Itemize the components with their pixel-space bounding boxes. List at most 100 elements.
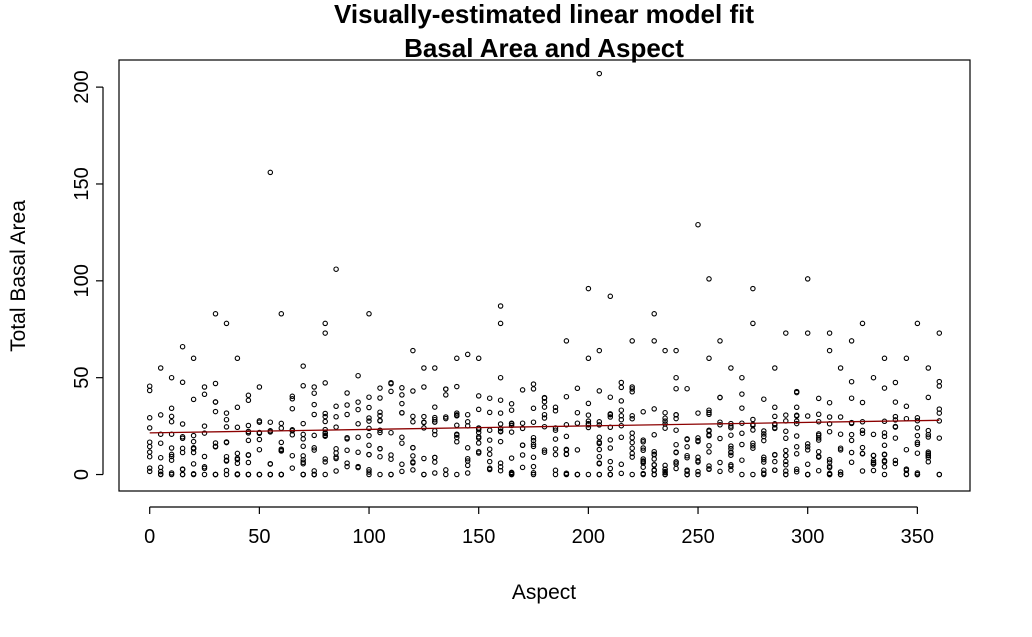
data-point [256, 471, 263, 478]
data-point [464, 462, 471, 469]
data-point [497, 421, 504, 427]
data-point [146, 383, 153, 389]
data-point [267, 471, 274, 478]
x-tick-label: 350 [901, 526, 934, 548]
data-point [563, 393, 570, 400]
data-point [552, 408, 559, 414]
data-point [541, 449, 548, 456]
data-point [475, 406, 482, 413]
data-point [157, 440, 164, 446]
data-point [618, 434, 625, 441]
data-point [903, 466, 910, 472]
data-point [388, 429, 394, 436]
data-point [157, 471, 164, 478]
data-point [772, 424, 778, 431]
data-point [256, 436, 263, 443]
data-point [519, 464, 526, 471]
data-point [750, 416, 756, 423]
data-point [717, 468, 723, 475]
data-point [826, 414, 833, 420]
data-points [146, 70, 943, 478]
data-point [519, 442, 526, 449]
data-point [475, 435, 482, 441]
data-point [563, 446, 570, 453]
data-point [311, 447, 317, 453]
data-point [717, 435, 723, 442]
data-point [596, 422, 603, 428]
data-point [881, 471, 888, 478]
data-point [333, 266, 339, 272]
data-point [497, 428, 504, 434]
data-point [804, 413, 811, 419]
data-point [783, 458, 789, 465]
data-point [563, 433, 570, 440]
data-point [355, 406, 361, 413]
data-point [881, 452, 888, 458]
data-point [859, 320, 866, 327]
data-point [300, 443, 306, 450]
data-point [432, 431, 438, 438]
data-point [432, 416, 438, 423]
data-point [366, 311, 372, 317]
data-point [925, 454, 932, 461]
data-point [783, 471, 789, 478]
data-point [278, 447, 285, 454]
data-point [706, 433, 712, 439]
data-point [289, 396, 296, 402]
data-point [629, 338, 635, 344]
data-point [366, 415, 372, 421]
data-point [311, 401, 317, 408]
data-point [432, 365, 438, 371]
data-point [322, 330, 328, 336]
data-point [168, 470, 175, 476]
data-point [772, 451, 778, 458]
data-point [377, 417, 383, 424]
data-point [344, 411, 350, 418]
data-point [706, 355, 712, 362]
data-point [377, 446, 383, 452]
data-point [750, 320, 756, 327]
data-point [410, 453, 416, 459]
data-point [497, 374, 504, 381]
data-point [410, 444, 416, 451]
data-point [223, 410, 230, 416]
data-point [684, 454, 690, 461]
data-point [673, 374, 679, 381]
data-point [201, 471, 208, 478]
data-point [552, 404, 559, 411]
data-point [793, 444, 800, 450]
data-point [761, 428, 767, 434]
data-point [673, 465, 679, 472]
data-point [289, 405, 296, 412]
data-point [311, 445, 317, 451]
data-point [793, 420, 800, 427]
data-point [750, 427, 756, 433]
data-point [278, 471, 285, 478]
data-point [190, 355, 197, 362]
data-point [421, 413, 427, 420]
data-point [706, 276, 712, 282]
data-point [289, 393, 296, 400]
data-point [443, 392, 449, 398]
data-point [815, 453, 822, 460]
data-point [355, 449, 361, 456]
data-point [168, 445, 175, 451]
data-point [344, 436, 350, 442]
data-point [607, 445, 614, 451]
data-point [322, 459, 328, 465]
data-point [772, 467, 778, 474]
data-point [881, 430, 888, 436]
data-point [245, 471, 252, 478]
data-point [826, 399, 833, 406]
data-point [859, 444, 866, 451]
data-point [245, 452, 252, 458]
data-point [355, 463, 361, 470]
data-point [826, 330, 833, 336]
data-point [519, 387, 526, 393]
data-point [563, 470, 570, 476]
data-point [629, 445, 635, 451]
y-tick-label: 0 [71, 469, 93, 480]
data-point [201, 423, 208, 429]
data-point [201, 430, 208, 436]
data-point [804, 471, 811, 478]
